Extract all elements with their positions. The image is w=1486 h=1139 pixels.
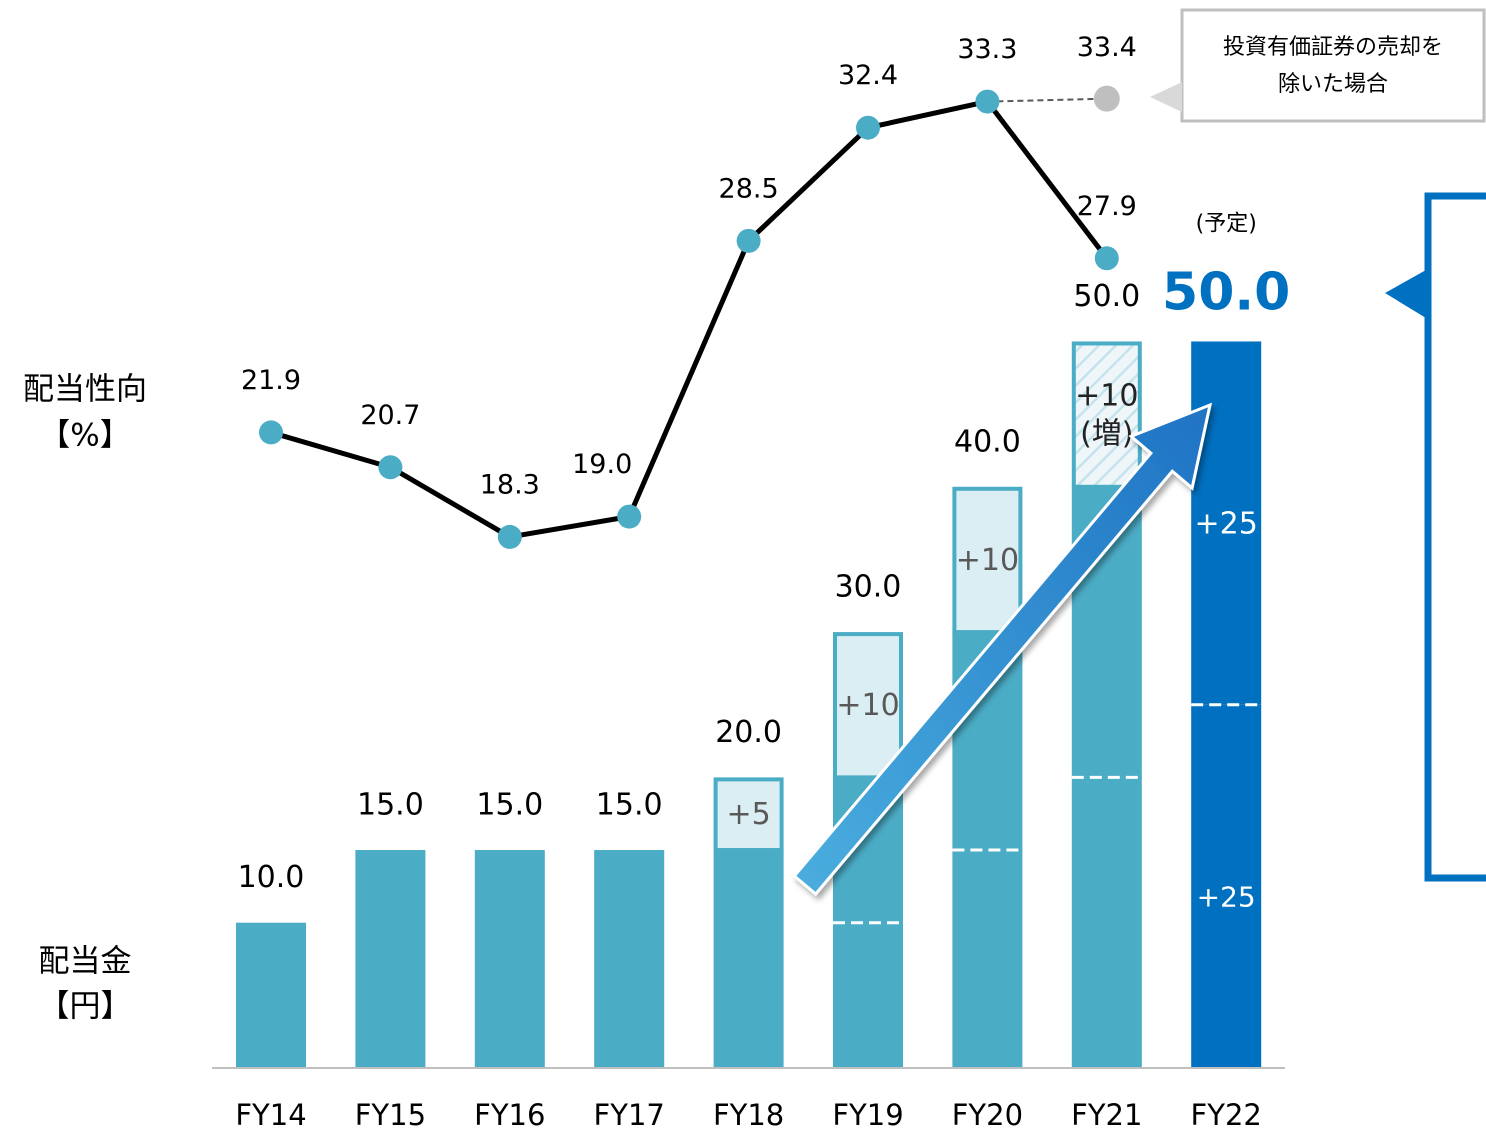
excluded-point [1093,85,1120,112]
bar-total-label: 15.0 [357,788,424,823]
payout-line [270,98,1109,540]
bar-increase-label: +10 [836,688,899,723]
bar-base [236,922,306,1068]
bar-total-label: 50.0 [1162,262,1290,322]
x-tick-label: FY14 [235,1098,306,1132]
bar-total-label: 20.0 [715,715,782,750]
bracket-pointer [1385,270,1426,318]
x-tick-label: FY21 [1071,1098,1142,1132]
payout-label: 20.7 [360,400,420,431]
payout-point [975,89,1000,114]
y-axis-label: 配当金 [39,944,132,980]
x-tick-label: FY19 [832,1098,903,1132]
y-axis-label: 【円】 [39,989,132,1025]
payout-point [856,115,880,140]
bars: 10.015.0 15.0 15.0 +520.0+1030.0+1040.0+10(… [236,211,1290,1068]
payout-point [497,524,522,549]
bar-total-label: 10.0 [238,860,305,895]
bar-base [1191,704,1262,1068]
bar-total-label: 15.0 [596,788,663,823]
bar-increase [833,632,903,780]
excluded-label: 33.4 [1077,32,1137,63]
note-box [1180,8,1486,123]
bar-base-label: +25 [1197,880,1256,913]
payout-label: 21.9 [241,365,301,396]
note-line: 投資有価証券の売却を [1223,35,1443,60]
payout-label: 19.0 [572,449,632,480]
payout-label: 32.4 [838,60,898,91]
x-tick-label: FY20 [952,1098,1023,1132]
bar-base [355,850,426,1068]
payout-label: 18.3 [480,469,540,500]
bar-increase-label: +10 [956,543,1019,578]
note-pointer [1150,82,1182,112]
bar-increase-label: (増) [1080,417,1133,452]
note-line: 除いた場合 [1278,72,1388,97]
growth-arrow [792,402,1213,897]
bar-total-label: 30.0 [835,570,902,605]
bar-base [474,850,545,1068]
bar-increase [713,777,784,853]
x-tick-label: FY16 [474,1098,545,1132]
bracket [1424,192,1486,882]
x-tick-label: FY22 [1191,1098,1262,1132]
bar-increase [1191,341,1262,705]
bar-total-label: 40.0 [954,424,1021,459]
payout-label: 27.9 [1077,191,1137,222]
bar-increase-label: +5 [726,797,770,832]
excluded-connector [987,97,1107,103]
payout-point [736,228,761,253]
payout-point [378,455,403,480]
bar-increase-label: +10 [1075,379,1138,414]
line-layer: 33.4 21.9 20.7 18.3 19.0 28.5 32.4 33.3 27.9 [241,32,1137,549]
payout-point [1094,246,1119,271]
bar-base [594,850,665,1068]
forecast-label: (予定) [1196,211,1257,236]
x-tick-label: FY15 [355,1098,426,1132]
bar-total-label: 50.0 [1073,279,1140,314]
y2-axis-label: 【%】 [39,418,130,454]
bar-increase-label: +25 [1195,507,1258,542]
bar-increase [952,486,1023,635]
x-tick-label: FY18 [713,1098,784,1132]
x-tick-label: FY17 [594,1098,665,1132]
y2-axis-label: 配当性向 [23,372,147,408]
payout-point [259,420,283,445]
bar-base [713,850,784,1068]
bar-total-label: 15.0 [476,788,543,823]
payout-point [617,504,642,529]
bar-increase [1071,341,1142,489]
payout-label: 28.5 [719,173,779,204]
payout-label: 33.3 [957,34,1017,65]
